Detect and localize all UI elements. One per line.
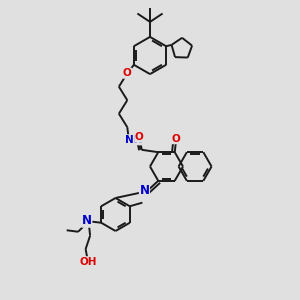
Text: NH: NH	[124, 135, 142, 145]
Text: O: O	[123, 68, 132, 78]
Text: N: N	[82, 214, 92, 227]
Text: O: O	[135, 132, 144, 142]
Text: OH: OH	[79, 257, 97, 267]
Text: O: O	[172, 134, 181, 144]
Text: N: N	[140, 184, 149, 197]
